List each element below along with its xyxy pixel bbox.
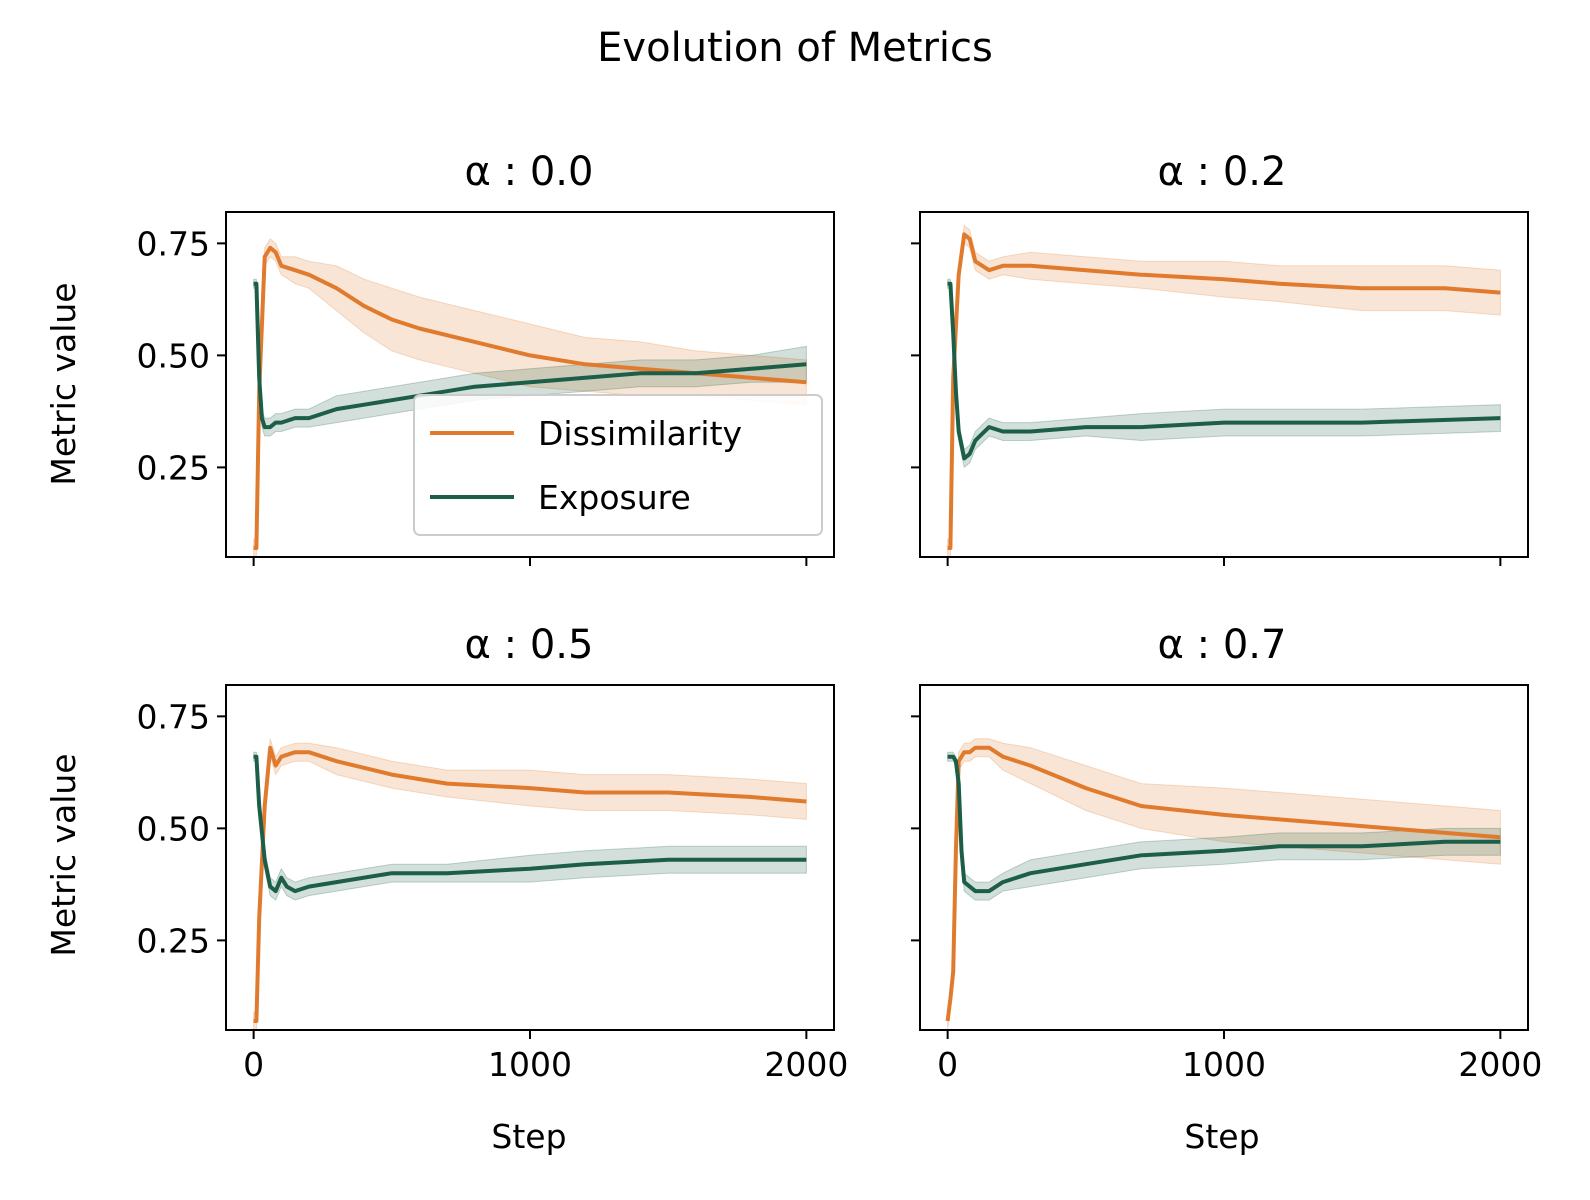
series-band-exposure xyxy=(253,751,807,901)
plot-area: 0 1000 2000 xyxy=(911,684,1542,1084)
series-band-dissimilarity xyxy=(947,224,1501,558)
subplot-alpha-2: α : 0.2 xyxy=(911,149,1529,566)
plot-area: 0.25 0.50 0.75 Dissimilarity Exposure xyxy=(137,211,835,566)
series-line-dissimilarity xyxy=(947,232,1501,550)
figure-title: Evolution of Metrics xyxy=(597,25,993,71)
series-band-dissimilarity xyxy=(947,738,1501,1031)
x-axis-label: Step xyxy=(491,1117,566,1156)
series-line-exposure xyxy=(947,281,1501,461)
subplot-title: α : 0.0 xyxy=(465,149,594,195)
x-axis-label: Step xyxy=(1184,1117,1259,1156)
x-tick-label: 0 xyxy=(243,1045,264,1084)
y-tick-label: 0.25 xyxy=(137,921,210,960)
legend: Dissimilarity Exposure xyxy=(413,394,823,536)
y-tick-label: 0.75 xyxy=(137,224,210,263)
series-line-exposure xyxy=(253,281,807,430)
y-axis-label: Metric value xyxy=(44,282,83,485)
legend-label-exposure: Exposure xyxy=(538,478,691,517)
x-tick-label: 1000 xyxy=(1182,1045,1266,1084)
series-line-dissimilarity xyxy=(945,745,1501,1022)
series-line-exposure xyxy=(947,754,1501,894)
y-tick-label: 0.50 xyxy=(137,809,210,848)
y-tick-label: 0.50 xyxy=(137,336,210,375)
x-tick-label: 0 xyxy=(937,1045,958,1084)
series-line-exposure xyxy=(253,754,807,894)
series-band-dissimilarity xyxy=(253,738,807,1031)
plot-area: 0 1000 2000 0.25 0.50 0.75 xyxy=(137,684,848,1084)
subplot-title: α : 0.7 xyxy=(1158,622,1287,668)
subplot-title: α : 0.5 xyxy=(465,622,594,668)
y-axis-label: Metric value xyxy=(44,753,83,956)
subplot-alpha-7: α : 0.7 Step 0 1000 2000 xyxy=(911,622,1542,1156)
x-tick-label: 2000 xyxy=(764,1045,848,1084)
x-tick-label: 2000 xyxy=(1458,1045,1542,1084)
y-tick-label: 0.75 xyxy=(137,697,210,736)
subplot-title: α : 0.2 xyxy=(1158,149,1287,195)
legend-label-dissimilarity: Dissimilarity xyxy=(538,414,742,453)
y-tick-label: 0.25 xyxy=(137,448,210,487)
legend-box xyxy=(413,394,823,536)
plot-area xyxy=(911,211,1529,566)
x-tick-label: 1000 xyxy=(488,1045,572,1084)
subplot-alpha-0: α : 0.0 Metric value 0.25 0.50 0.75 Dissimi… xyxy=(44,149,835,566)
subplot-alpha-5: α : 0.5 Metric value Step 0 1000 20000.250… xyxy=(44,622,848,1156)
series-line-dissimilarity xyxy=(253,245,807,550)
